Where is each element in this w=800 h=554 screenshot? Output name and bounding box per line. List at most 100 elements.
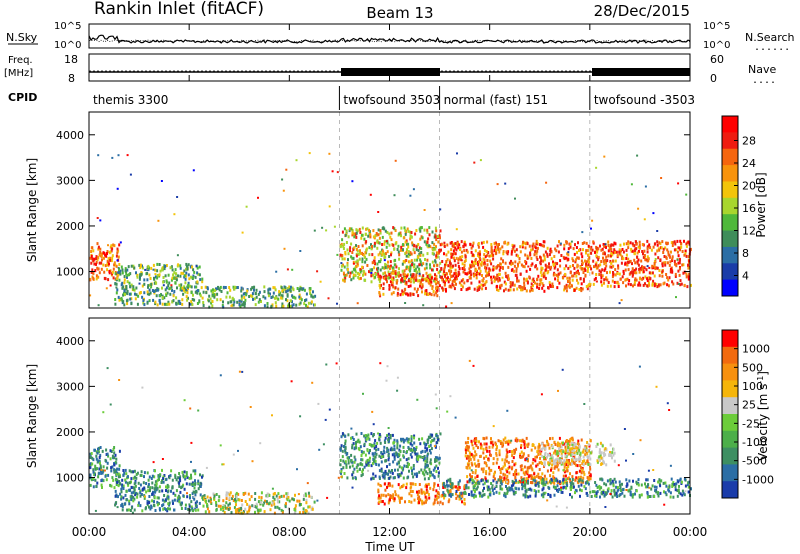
heatmap-cell: [421, 499, 424, 503]
heatmap-cell: [486, 271, 489, 275]
heatmap-cell: [441, 502, 444, 506]
heatmap-cell: [192, 274, 195, 278]
heatmap-cell: [389, 475, 392, 479]
heatmap-cell: [165, 286, 168, 290]
heatmap-cell: [154, 509, 157, 512]
heatmap-cell: [633, 280, 636, 284]
heatmap-cell: [225, 497, 228, 501]
heatmap-cell: [382, 475, 385, 479]
heatmap-cell: [190, 473, 192, 477]
heatmap-cell: [457, 265, 460, 268]
heatmap-cell: [571, 257, 574, 261]
heatmap-cell: [483, 248, 486, 252]
heatmap-cell: [433, 466, 436, 470]
heatmap-cell: [428, 467, 431, 471]
heatmap-cell: [651, 282, 654, 286]
heatmap-cell: [531, 468, 534, 472]
heatmap-cell: [132, 499, 135, 503]
heatmap-cell: [132, 287, 135, 291]
heatmap-cell: [368, 253, 371, 257]
heatmap-cell: [266, 305, 269, 309]
heatmap-cell: [573, 462, 576, 465]
heatmap-cell: [552, 285, 554, 288]
heatmap-cell: [540, 266, 543, 270]
heatmap-cell: [422, 304, 425, 307]
heatmap-cell: [377, 277, 380, 281]
heatmap-cell: [102, 479, 105, 483]
heatmap-cell: [106, 452, 109, 456]
heatmap-cell: [299, 502, 301, 506]
heatmap-cell: [159, 473, 162, 477]
heatmap-cell: [567, 459, 570, 463]
heatmap-cell: [485, 447, 488, 451]
heatmap-cell: [109, 449, 112, 453]
heatmap-cell: [369, 449, 371, 452]
heatmap-cell: [678, 273, 681, 277]
heatmap-cell: [190, 505, 193, 509]
heatmap-cell: [422, 274, 425, 278]
heatmap-cell: [575, 471, 578, 475]
heatmap-cell: [589, 473, 592, 477]
heatmap-cell: [444, 287, 447, 291]
heatmap-cell: [588, 260, 590, 264]
heatmap-cell: [603, 262, 606, 266]
heatmap-cell: [426, 244, 429, 248]
heatmap-cell: [346, 248, 349, 252]
heatmap-cell: [148, 495, 151, 498]
heatmap-cell: [544, 268, 547, 272]
heatmap-cell: [473, 161, 476, 164]
heatmap-cell: [520, 476, 523, 480]
heatmap-cell: [90, 261, 93, 265]
heatmap-cell: [379, 277, 382, 281]
heatmap-cell: [399, 444, 402, 448]
heatmap-cell: [394, 258, 397, 262]
heatmap-cell: [563, 247, 566, 251]
heatmap-cell: [502, 465, 505, 469]
heatmap-cell: [450, 248, 453, 252]
heatmap-cell: [499, 286, 502, 290]
heatmap-cell: [453, 272, 456, 276]
heatmap-cell: [265, 500, 268, 504]
heatmap-cell: [586, 481, 589, 485]
heatmap-cell: [601, 247, 604, 251]
heatmap-cell: [281, 305, 284, 309]
heatmap-cell: [568, 462, 571, 466]
heatmap-cell: [409, 280, 412, 284]
heatmap-cell: [443, 245, 446, 248]
heatmap-cell: [559, 259, 562, 263]
heatmap-cell: [386, 241, 389, 245]
heatmap-cell: [596, 249, 599, 252]
heatmap-cell: [409, 253, 411, 257]
heatmap-cell: [350, 459, 353, 463]
heatmap-cell: [672, 481, 675, 485]
heatmap-cell: [427, 273, 430, 277]
heatmap-cell: [435, 470, 438, 473]
heatmap-cell: [574, 463, 577, 467]
heatmap-cell: [130, 480, 132, 484]
heatmap-cell: [507, 478, 510, 482]
heatmap-cell: [141, 266, 144, 270]
heatmap-cell: [273, 492, 276, 495]
heatmap-cell: [575, 476, 578, 480]
heatmap-cell: [117, 295, 120, 299]
heatmap-cell: [148, 475, 151, 479]
heatmap-cell: [370, 274, 373, 278]
heatmap-cell: [110, 484, 113, 488]
colorbar-tick-label: 8: [742, 247, 749, 260]
heatmap-cell: [185, 288, 188, 292]
heatmap-cell: [569, 245, 572, 249]
heatmap-cell: [532, 242, 535, 246]
heatmap-cell: [304, 510, 307, 514]
heatmap-cell: [91, 246, 94, 250]
heatmap-cell: [377, 272, 380, 276]
heatmap-cell: [187, 283, 190, 287]
heatmap-cell: [216, 298, 219, 302]
heatmap-cell: [133, 488, 136, 492]
heatmap-cell: [624, 262, 627, 266]
heatmap-cell: [527, 481, 529, 485]
heatmap-cell: [631, 242, 634, 246]
heatmap-cell: [446, 258, 449, 262]
heatmap-cell: [561, 479, 564, 483]
heatmap-cell: [655, 266, 658, 270]
heatmap-cell: [546, 252, 549, 256]
